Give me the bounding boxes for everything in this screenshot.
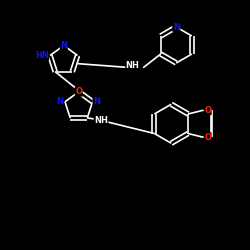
Text: O: O [204, 133, 211, 142]
Text: HN: HN [35, 51, 49, 60]
Text: NH: NH [94, 116, 108, 125]
Text: N: N [57, 97, 64, 106]
Text: N: N [93, 97, 100, 106]
Text: N: N [173, 22, 180, 32]
Text: O: O [204, 106, 211, 115]
Text: NH: NH [126, 61, 140, 70]
Text: O: O [75, 87, 82, 96]
Text: N: N [60, 41, 67, 50]
